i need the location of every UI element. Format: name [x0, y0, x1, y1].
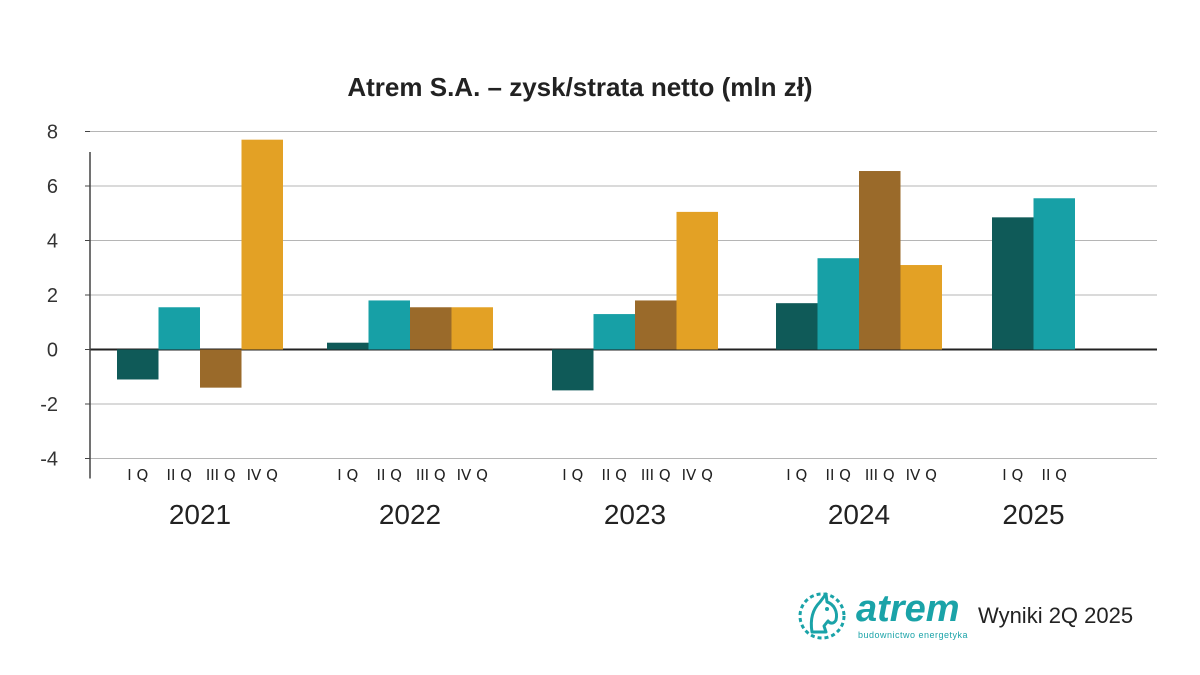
bar-chart: 8 6 4 2 0 -2 -4 I Q II Q III Q IV Q 2021 I Q II Q III … [40, 122, 1157, 531]
quarter-label: II Q [826, 466, 851, 484]
quarter-label: III Q [206, 466, 236, 484]
bar-2022-q3 [410, 307, 452, 350]
bar-2022-q4 [451, 307, 493, 350]
quarter-label: IV Q [457, 466, 488, 484]
quarter-label: I Q [337, 466, 358, 484]
y-tick-label: 4 [47, 231, 58, 253]
quarter-label: II Q [377, 466, 402, 484]
quarter-label: III Q [641, 466, 671, 484]
year-label: 2025 [1002, 499, 1064, 530]
bar-2022-q1 [327, 342, 369, 350]
year-label: 2022 [379, 499, 441, 530]
bar-2024-q4 [900, 265, 942, 350]
quarter-label: IV Q [247, 466, 278, 484]
bar-2024-q3 [859, 171, 901, 350]
chart-title: Atrem S.A. – zysk/strata netto (mln zł) [347, 72, 813, 102]
quarter-label: II Q [167, 466, 192, 484]
y-tick-label: 2 [47, 285, 58, 307]
y-tick-label: 8 [47, 122, 58, 144]
results-label: Wyniki 2Q 2025 [978, 603, 1134, 628]
bar-2022-q2 [368, 300, 410, 350]
quarter-label: I Q [127, 466, 148, 484]
year-label: 2023 [604, 499, 666, 530]
y-tick-label: -4 [40, 449, 58, 471]
bar-2023-q1 [552, 349, 594, 391]
quarter-label: I Q [1002, 466, 1023, 484]
axes [85, 131, 91, 479]
horse-head-icon [798, 592, 846, 640]
y-tick-label: -2 [40, 394, 58, 416]
bar-2021-q4 [241, 139, 283, 350]
y-tick-label: 6 [47, 176, 58, 198]
atrem-logo: atrem budownictwo energetyka [796, 586, 969, 646]
quarter-label: I Q [562, 466, 583, 484]
bar-2024-q2 [817, 258, 859, 350]
axis-labels: 8 6 4 2 0 -2 -4 I Q II Q III Q IV Q 2021 I Q II Q III … [40, 122, 1067, 531]
bar-2023-q3 [635, 300, 677, 350]
bar-2021-q1 [117, 349, 159, 380]
bar-2023-q2 [593, 314, 635, 350]
quarter-label: I Q [786, 466, 807, 484]
quarter-label: III Q [416, 466, 446, 484]
quarter-label: IV Q [682, 466, 713, 484]
bar-2021-q2 [158, 307, 200, 350]
y-tick-label: 0 [47, 340, 58, 362]
bar-2025-q2 [1033, 198, 1075, 350]
logo-wordmark: atrem [856, 588, 960, 630]
quarter-label: III Q [865, 466, 895, 484]
bar-2023-q4 [676, 211, 718, 350]
bar-2021-q3 [200, 349, 242, 388]
quarter-label: II Q [1042, 466, 1067, 484]
logo-tagline: budownictwo energetyka [858, 630, 969, 640]
bar-2025-q1 [992, 217, 1034, 350]
year-label: 2021 [169, 499, 231, 530]
bars [117, 139, 1075, 391]
quarter-label: II Q [602, 466, 627, 484]
quarter-label: IV Q [906, 466, 937, 484]
bar-2024-q1 [776, 303, 818, 350]
year-label: 2024 [828, 499, 890, 530]
